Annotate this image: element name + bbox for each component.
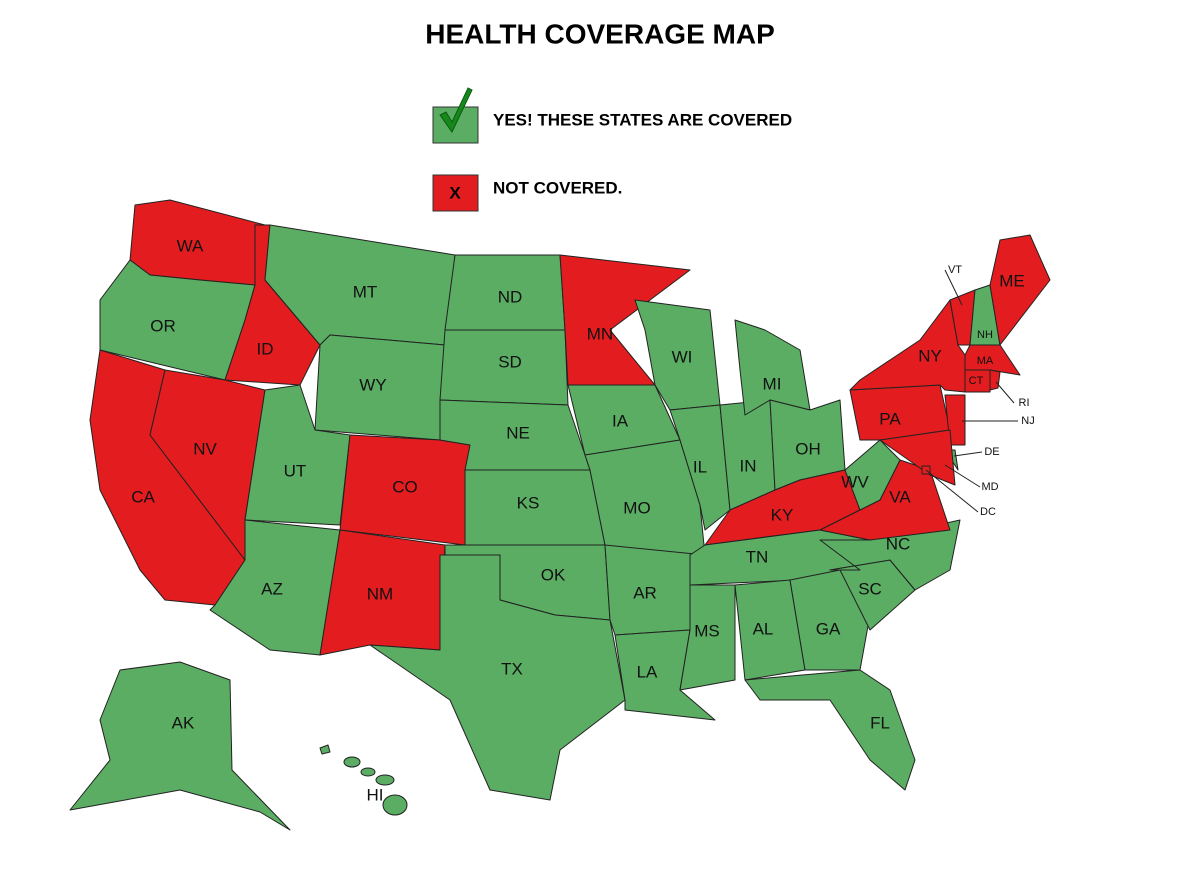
state-label: MA	[977, 355, 994, 367]
legend-symbol: X	[449, 183, 461, 202]
state-label: MN	[587, 324, 613, 343]
state-label: ID	[257, 339, 274, 358]
island	[375, 774, 395, 786]
state-label: OK	[541, 565, 566, 584]
state-label: AZ	[261, 579, 283, 598]
state-shape	[844, 439, 901, 511]
state-shape	[319, 744, 331, 755]
state-label: CA	[131, 487, 155, 506]
state-label: NM	[367, 584, 393, 603]
state-label: RI	[1019, 397, 1030, 409]
leader-line	[925, 469, 979, 513]
state-label: WV	[841, 472, 869, 491]
state-label: MO	[623, 498, 650, 517]
state-label: MD	[981, 481, 998, 493]
state-label: TX	[501, 659, 523, 678]
state-shape	[879, 429, 956, 486]
leader-line	[995, 381, 1015, 404]
state-label: IN	[740, 456, 757, 475]
state-label: AL	[753, 619, 774, 638]
state-label: VT	[948, 264, 962, 276]
state-label: WY	[359, 375, 386, 394]
leader-line	[944, 269, 963, 306]
states	[69, 199, 1051, 831]
legend-swatch	[432, 174, 479, 212]
state-label: MT	[353, 282, 378, 301]
state-shape	[744, 669, 916, 791]
leader-line	[953, 451, 983, 457]
state-label: WA	[177, 236, 204, 255]
island	[382, 794, 408, 816]
state-label: IA	[612, 411, 629, 430]
legend-label: NOT COVERED.	[493, 178, 622, 197]
state-label: NH	[977, 329, 993, 341]
state-shape	[69, 661, 291, 831]
state-label: ME	[999, 271, 1025, 290]
state-label: TN	[746, 547, 769, 566]
state-label: NY	[918, 346, 942, 365]
state-shape	[989, 234, 1051, 346]
state-label: WI	[672, 347, 693, 366]
state-label: SC	[858, 579, 882, 598]
state-label: FL	[870, 713, 890, 732]
state-label: GA	[816, 619, 841, 638]
state-label: DC	[980, 506, 996, 518]
state-label: SD	[498, 352, 522, 371]
state-label: IL	[693, 457, 707, 476]
state-label: NV	[193, 439, 217, 458]
state-shape	[989, 369, 1001, 391]
state-label: VA	[889, 487, 911, 506]
state-label: LA	[637, 662, 658, 681]
state-shape	[849, 299, 966, 393]
state-label: NC	[886, 534, 911, 553]
leader-line	[944, 464, 981, 488]
state-label: AK	[172, 713, 195, 732]
state-label: MS	[694, 621, 720, 640]
check-mark	[439, 87, 473, 133]
state-label: ND	[498, 287, 523, 306]
state-label: CO	[392, 477, 418, 496]
state-label: HI	[367, 785, 384, 804]
state-label: NJ	[1021, 415, 1034, 427]
state-label: OH	[795, 439, 821, 458]
state-label: KS	[517, 493, 540, 512]
state-shape	[679, 584, 736, 691]
labels: WA OR CA NV ID MT WY UT CO AZ NM ND SD NE KS OK TX MN IA MO…	[131, 236, 1035, 804]
legend-label: YES! THESE STATES ARE COVERED	[493, 110, 792, 129]
state-label: DE	[984, 446, 999, 458]
state-label: PA	[879, 409, 901, 428]
state-label: AR	[633, 583, 657, 602]
state-label: KY	[771, 505, 794, 524]
state-label: NE	[506, 423, 530, 442]
state-shape	[314, 334, 446, 441]
state-label: MI	[763, 374, 782, 393]
map-title: HEALTH COVERAGE MAP	[425, 18, 775, 49]
island	[360, 767, 376, 777]
state-label: CT	[969, 375, 984, 387]
island	[343, 756, 361, 768]
state-shape	[964, 369, 991, 393]
state-shape	[789, 569, 871, 671]
state-label: UT	[284, 461, 307, 480]
state-label: OR	[150, 316, 176, 335]
state-shape	[369, 554, 626, 801]
